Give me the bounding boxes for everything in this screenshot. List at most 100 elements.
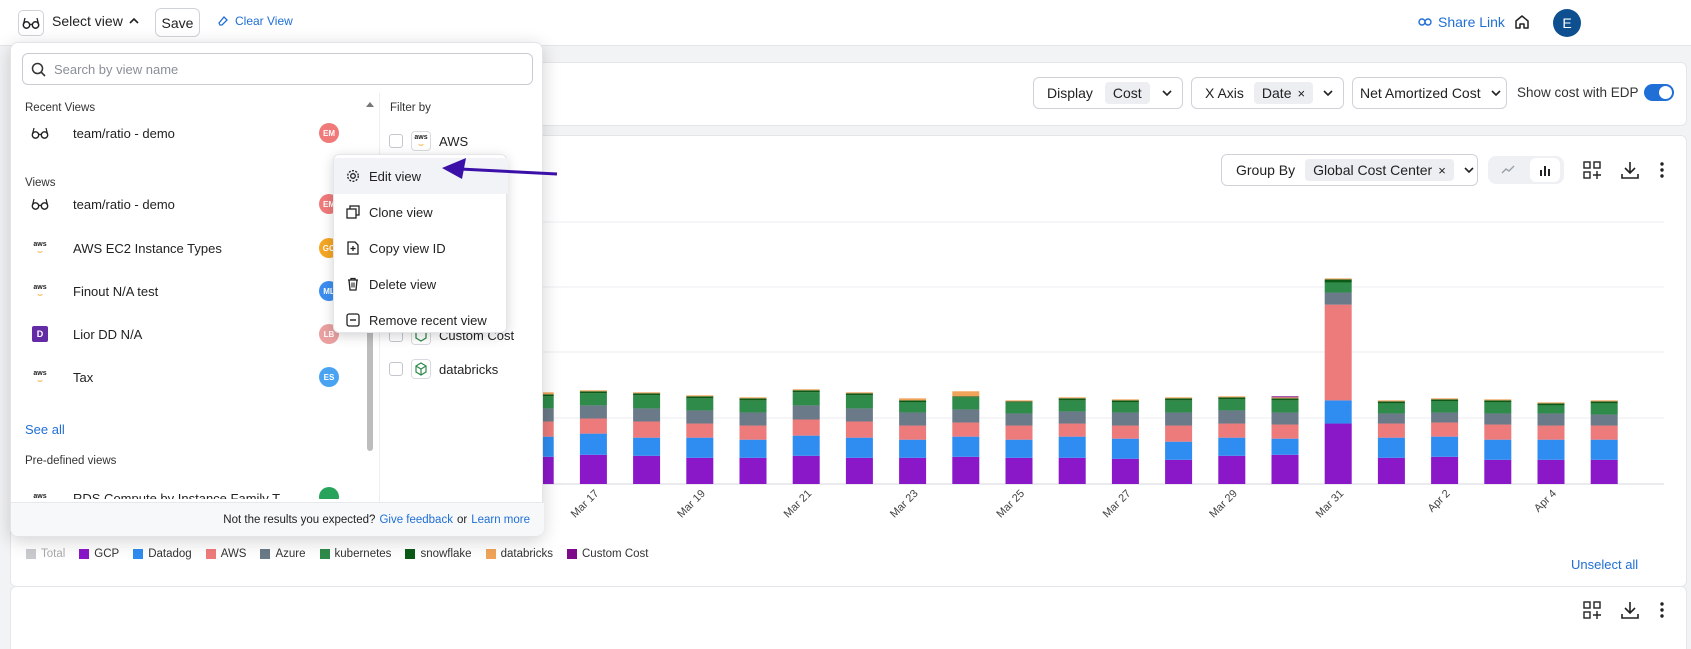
- bar-snowflake-mar-22[interactable]: [845, 393, 873, 396]
- bar-gcp-mar-21[interactable]: [792, 455, 820, 484]
- group-by-select[interactable]: Group By Global Cost Center ×: [1221, 154, 1478, 186]
- bar-gcp-mar-27[interactable]: [1111, 458, 1139, 484]
- bar-gcp-mar-29[interactable]: [1218, 455, 1246, 484]
- bar-aws-mar-25[interactable]: [1005, 425, 1033, 440]
- download-icon[interactable]: [1617, 157, 1643, 183]
- predefined-view-item[interactable]: aws RDS Compute by Instance Family T: [29, 485, 339, 499]
- bar-gcp-mar-20[interactable]: [739, 457, 767, 484]
- bar-azure-mar-31[interactable]: [1324, 292, 1352, 305]
- bar-aws-mar-19[interactable]: [686, 423, 714, 438]
- bar-kubernetes-mar-31[interactable]: [1324, 282, 1352, 293]
- bar-datadog-mar-30[interactable]: [1271, 438, 1299, 455]
- bar-aws-mar-21[interactable]: [792, 419, 820, 436]
- more-options-icon[interactable]: [1649, 157, 1675, 183]
- bar-databricks-mar-19[interactable]: [686, 395, 714, 397]
- bar-kubernetes-mar-20[interactable]: [739, 400, 767, 413]
- bar-gcp-mar-31[interactable]: [1324, 423, 1352, 484]
- bar-aws-apr-2[interactable]: [1431, 422, 1459, 437]
- bar-gcp-mar-25[interactable]: [1005, 457, 1033, 484]
- bar-azure-mar-17[interactable]: [579, 405, 607, 419]
- bar-kubernetes-mar-25[interactable]: [1005, 402, 1033, 414]
- bar-kubernetes-apr-2[interactable]: [1431, 401, 1459, 413]
- share-link-button[interactable]: Share Link: [1418, 14, 1505, 30]
- select-view-dropdown[interactable]: Select view: [52, 13, 139, 29]
- bar-kubernetes-mar-21[interactable]: [792, 392, 820, 406]
- bar-kubernetes-mar-26[interactable]: [1058, 400, 1086, 412]
- bar-azure-apr-1[interactable]: [1377, 413, 1405, 424]
- bar-snowflake-mar-28[interactable]: [1165, 398, 1193, 401]
- bar-databricks-apr-1[interactable]: [1377, 400, 1405, 402]
- bar-datadog-mar-21[interactable]: [792, 435, 820, 456]
- legend-item[interactable]: kubernetes: [319, 548, 391, 560]
- add-widget-icon[interactable]: [1579, 157, 1605, 183]
- bar-gcp-apr-4[interactable]: [1537, 459, 1565, 484]
- legend-item[interactable]: AWS: [205, 548, 246, 560]
- bar-datadog-apr-1[interactable]: [1377, 437, 1405, 458]
- filter-item[interactable]: aws ⌣ AWS: [389, 130, 468, 152]
- bar-azure-mar-30[interactable]: [1271, 412, 1299, 425]
- bar-datadog-mar-17[interactable]: [579, 433, 607, 455]
- view-item[interactable]: team/ratio - demo EM: [29, 189, 339, 219]
- bar-datadog-apr-5[interactable]: [1590, 439, 1618, 460]
- bar-databricks-mar-31[interactable]: [1324, 278, 1352, 280]
- menu-item-clone-view[interactable]: Clone view: [334, 194, 508, 230]
- bar-datadog-mar-26[interactable]: [1058, 436, 1086, 458]
- bar-gcp-apr-3[interactable]: [1484, 459, 1512, 484]
- user-avatar[interactable]: E: [1553, 9, 1581, 37]
- bar-azure-mar-29[interactable]: [1218, 410, 1246, 424]
- bar-azure-apr-5[interactable]: [1590, 414, 1618, 426]
- bar-snowflake-mar-19[interactable]: [686, 396, 714, 399]
- learn-more-link[interactable]: Learn more: [471, 513, 530, 526]
- bar-datadog-mar-18[interactable]: [633, 437, 661, 456]
- bar-gcp-apr-1[interactable]: [1377, 457, 1405, 484]
- bar-datadog-mar-20[interactable]: [739, 439, 767, 458]
- bar-azure-apr-2[interactable]: [1431, 412, 1459, 423]
- bar-datadog-mar-25[interactable]: [1005, 439, 1033, 458]
- bar-databricks-mar-27[interactable]: [1111, 399, 1139, 401]
- bar-snowflake-mar-17[interactable]: [579, 391, 607, 394]
- bar-snowflake-mar-25[interactable]: [1005, 401, 1033, 403]
- bar-aws-mar-20[interactable]: [739, 425, 767, 440]
- bar-kubernetes-mar-27[interactable]: [1111, 402, 1139, 413]
- bar-gcp-mar-17[interactable]: [579, 454, 607, 484]
- bar-kubernetes-mar-23[interactable]: [899, 402, 927, 413]
- bar-kubernetes-apr-5[interactable]: [1590, 403, 1618, 415]
- bar-aws-mar-18[interactable]: [633, 421, 661, 438]
- bar-databricks-mar-23[interactable]: [899, 398, 927, 401]
- bar-databricks-mar-26[interactable]: [1058, 397, 1086, 399]
- bar-snowflake-mar-29[interactable]: [1218, 397, 1246, 400]
- recent-view-item[interactable]: team/ratio - demo EM: [29, 118, 339, 148]
- bar-azure-mar-18[interactable]: [633, 408, 661, 422]
- bar-datadog-mar-28[interactable]: [1165, 441, 1193, 460]
- bar-snowflake-mar-30[interactable]: [1271, 398, 1299, 401]
- bar-datadog-apr-2[interactable]: [1431, 436, 1459, 457]
- bar-azure-mar-27[interactable]: [1111, 412, 1139, 426]
- bar-azure-mar-23[interactable]: [899, 412, 927, 426]
- bar-gcp-mar-24[interactable]: [952, 456, 980, 484]
- save-button[interactable]: Save: [155, 8, 200, 37]
- unselect-all-link[interactable]: Unselect all: [1571, 557, 1639, 572]
- bar-gcp-mar-23[interactable]: [899, 457, 927, 484]
- bar-custom-cost-mar-30[interactable]: [1271, 396, 1299, 398]
- view-item[interactable]: D Lior DD N/A LB: [29, 319, 339, 349]
- bar-datadog-mar-27[interactable]: [1111, 438, 1139, 459]
- bar-databricks-mar-22[interactable]: [845, 392, 873, 394]
- bar-aws-mar-28[interactable]: [1165, 425, 1193, 442]
- download-icon[interactable]: [1617, 597, 1643, 623]
- edp-toggle[interactable]: [1644, 84, 1674, 101]
- display-select[interactable]: Display Cost: [1033, 77, 1183, 109]
- bar-datadog-mar-31[interactable]: [1324, 400, 1352, 424]
- bar-kubernetes-mar-24[interactable]: [952, 397, 980, 410]
- filter-checkbox[interactable]: [389, 362, 403, 376]
- more-options-icon[interactable]: [1649, 597, 1675, 623]
- view-item[interactable]: aws ⌣ AWS EC2 Instance Types GO: [29, 233, 339, 263]
- bar-gcp-apr-2[interactable]: [1431, 456, 1459, 484]
- bar-aws-apr-4[interactable]: [1537, 425, 1565, 440]
- bar-kubernetes-apr-3[interactable]: [1484, 402, 1512, 414]
- line-chart-icon[interactable]: [1495, 157, 1521, 183]
- legend-item[interactable]: Datadog: [133, 548, 192, 560]
- bar-databricks-mar-29[interactable]: [1218, 396, 1246, 398]
- bar-datadog-apr-3[interactable]: [1484, 439, 1512, 460]
- bar-snowflake-mar-24[interactable]: [952, 396, 980, 398]
- bar-aws-mar-23[interactable]: [899, 425, 927, 440]
